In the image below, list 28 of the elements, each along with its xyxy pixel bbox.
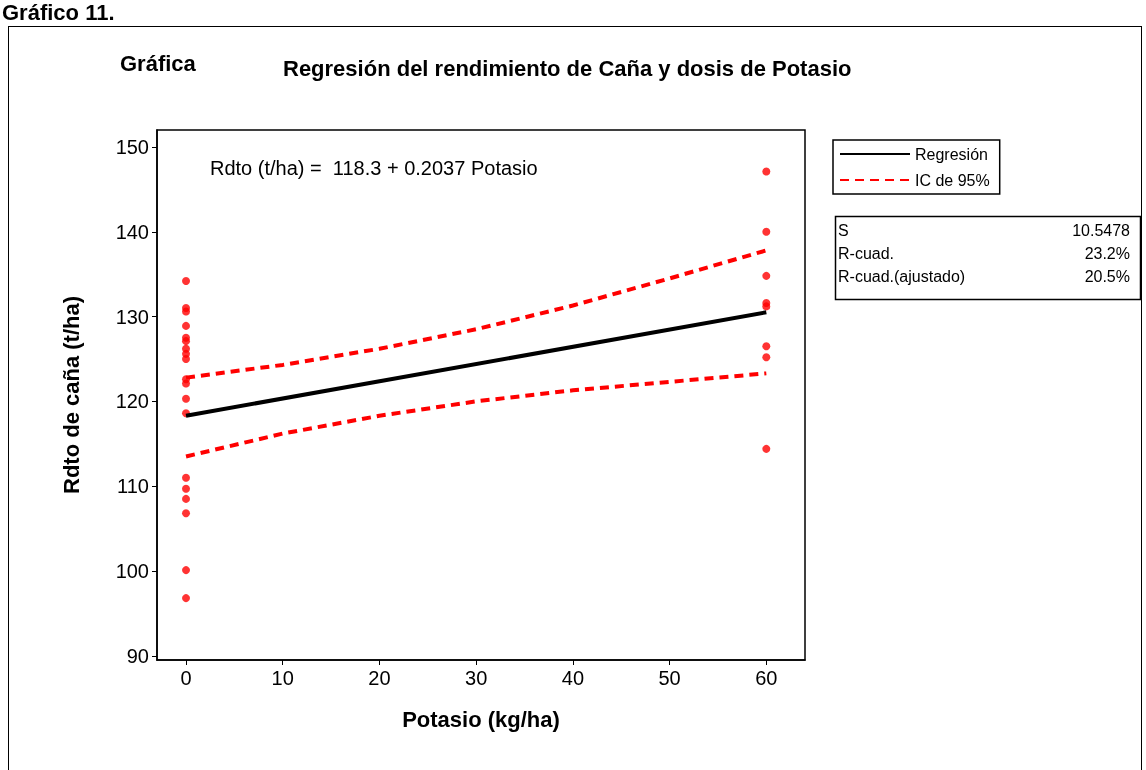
text: Gráfica: [120, 50, 197, 76]
y-axis-title: Rdto de caña (t/ha): [58, 295, 84, 495]
text: Gráfico 11.: [2, 0, 115, 26]
annotation: Rdto (t/ha) = 118.3 + 0.2037 Potasio: [210, 157, 538, 179]
text: 23.2%: [1084, 244, 1130, 262]
y-tick-label: 90: [126, 644, 149, 667]
y-tick-label: 140: [115, 220, 149, 243]
text: R-cuad.(ajustado): [838, 267, 966, 285]
x-tick-label: 10: [271, 667, 294, 689]
y-tick-label: 130: [115, 305, 149, 328]
text: 20.5%: [1084, 267, 1130, 285]
y-tick-label: 100: [115, 559, 149, 582]
x-axis-title: Potasio (kg/ha): [402, 706, 560, 732]
x-tick-label: 30: [465, 667, 488, 689]
x-tick-label: 60: [755, 667, 778, 689]
y-tick-label: 150: [115, 135, 149, 158]
text: R-cuad.: [838, 244, 895, 262]
chart-title: Regresión del rendimiento de Caña y dosis de Potasio: [283, 55, 852, 81]
text: 10.5478: [1072, 221, 1131, 239]
x-tick-label: 20: [368, 667, 391, 689]
y-tick-label: 110: [117, 475, 149, 498]
legend-label: IC de 95%: [915, 171, 990, 189]
x-tick-label: 50: [658, 667, 681, 689]
x-tick-label: 0: [180, 667, 192, 689]
y-tick-label: 120: [115, 390, 149, 413]
text: S: [838, 221, 849, 239]
x-tick-label: 40: [561, 667, 585, 689]
legend-label: Regresión: [915, 145, 988, 163]
